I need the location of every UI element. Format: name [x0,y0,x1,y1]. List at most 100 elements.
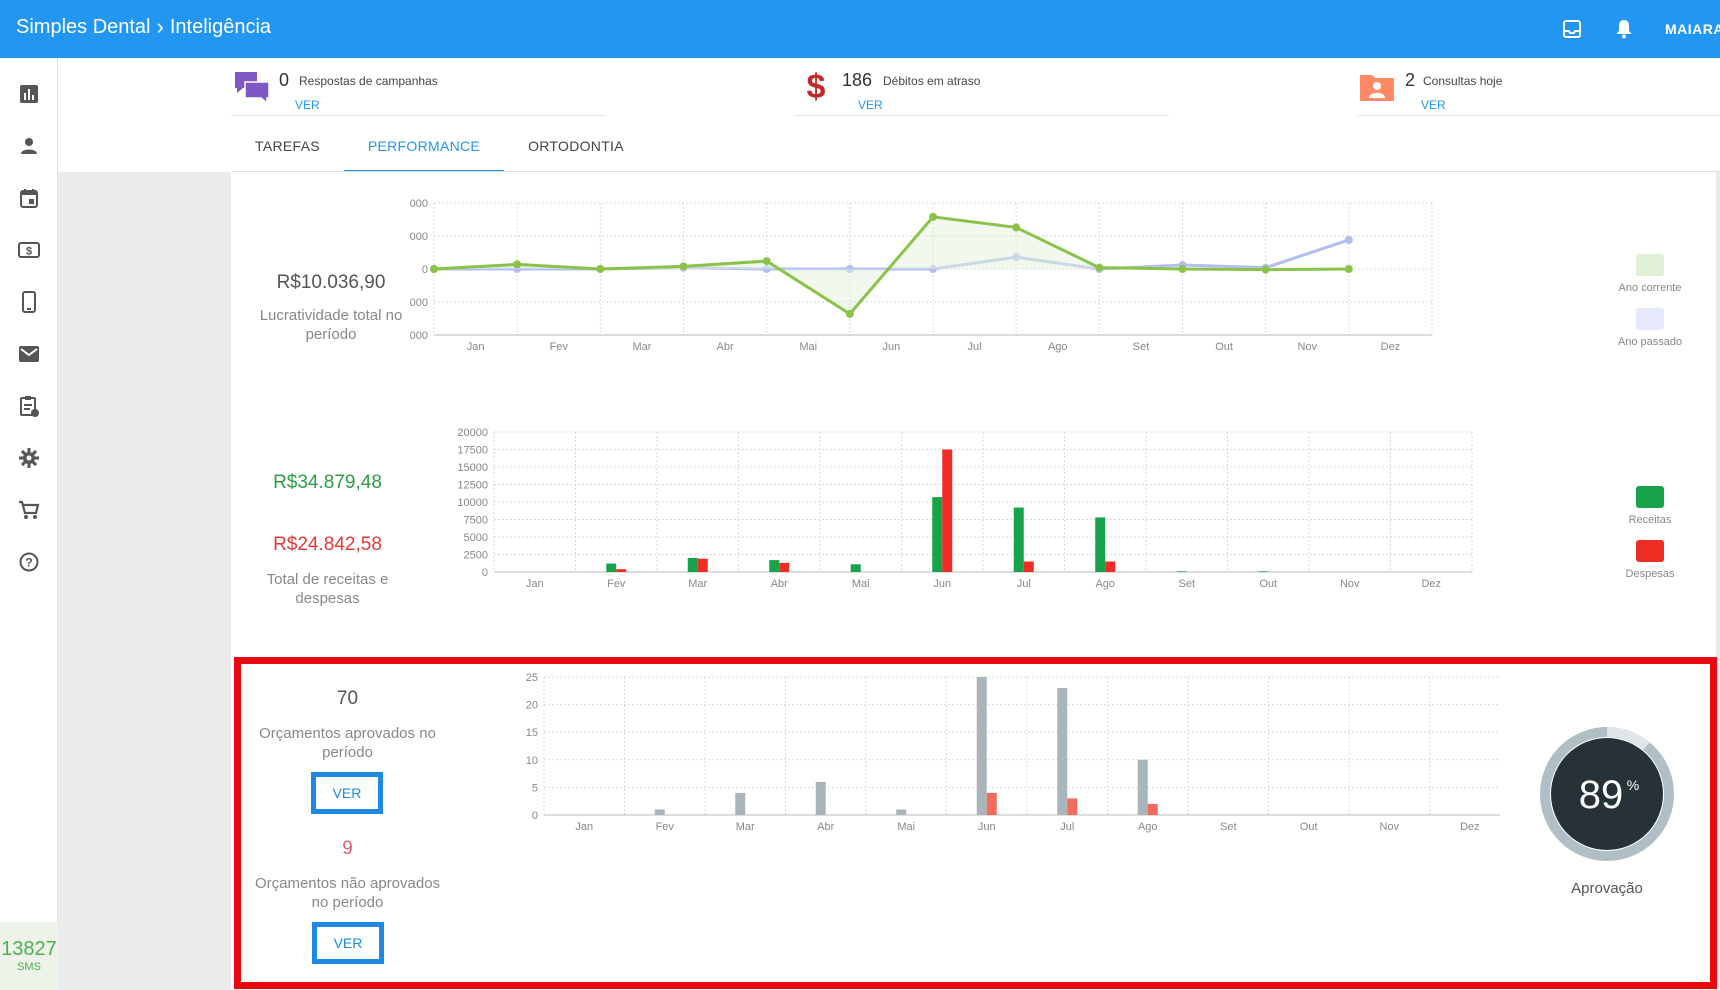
bar [850,564,861,572]
bar [606,563,617,572]
y-tick-label: 0 [422,264,428,276]
y-tick-label: 12500 [457,480,488,492]
help-icon[interactable]: ? [0,536,58,588]
bar [976,677,987,815]
tab-ortodontia[interactable]: ORTODONTIA [528,138,624,154]
x-tick-label: Out [1300,821,1318,833]
mail-icon[interactable] [0,328,58,380]
left-gutter [58,172,231,990]
x-tick-label: Nov [1297,341,1317,353]
x-tick-label: Jun [883,341,901,353]
y-tick-label: 15 [526,727,538,739]
cart-icon[interactable] [0,484,58,536]
dollar-icon: $ [804,66,828,111]
receitas-total: R$34.879,48 [273,472,382,493]
chart-icon[interactable] [0,68,58,120]
profit-line-chart: 10000 5000 0 -5000 -10000 Jan Fev Mar Abr Mai Jun J… [410,198,1433,353]
top-bar: Simples Dental › Inteligência MAIARA [0,0,1720,58]
user-menu[interactable]: MAIARA [1665,21,1720,37]
bar [697,558,708,572]
approval-gauge: 89 % [1537,724,1677,864]
chat-icon [233,70,271,109]
y-tick-label: 15000 [457,462,488,474]
summary-campaigns: 0 Respostas de campanhas VER [231,58,606,116]
bar [815,781,826,815]
data-point [513,260,522,269]
sms-counter: 13827 SMS [0,922,58,990]
x-tick-label: Fev [656,821,675,833]
legend-receitas: Receitas [1600,486,1700,526]
x-tick-label: Dez [1421,578,1441,590]
approved-stat: 70 Orçamentos aprovados no período [245,688,450,762]
tab-performance[interactable]: PERFORMANCE [343,125,505,172]
bar [1258,571,1269,572]
gear-icon[interactable] [0,432,58,484]
bar [986,792,997,815]
bar [896,809,907,815]
legend-swatch [1636,308,1664,330]
approval-percent-symbol: % [1627,777,1639,793]
breadcrumb-app[interactable]: Simples Dental [16,15,151,38]
y-tick-label: 0 [532,810,538,822]
bar [779,562,790,572]
approval-label: Aprovação [1571,880,1643,897]
x-tick-label: Jan [575,821,593,833]
y-tick-label: 20 [526,700,538,712]
y-tick-label: 20000 [457,427,488,439]
data-point [762,257,771,266]
bar [932,497,943,572]
tab-tarefas[interactable]: TAREFAS [255,138,320,154]
right-gutter [1716,172,1720,990]
x-tick-label: Abr [817,821,834,833]
not-approved-count: 9 [342,838,353,859]
bar [1176,571,1187,572]
summary-value: 2 [1405,70,1416,90]
inbox-icon[interactable] [1561,18,1583,40]
gauge-arc [1540,727,1674,861]
approved-label: Orçamentos aprovados no período [259,725,436,761]
y-tick-label: 2500 [464,550,488,562]
x-tick-label: Abr [771,578,788,590]
calendar-icon[interactable] [0,172,58,224]
revenue-stat: R$34.879,48 R$24.842,58 Total de receita… [240,472,415,608]
ver-debts-link[interactable]: VER [858,98,883,112]
data-point [430,265,438,273]
x-tick-label: Fev [550,341,569,353]
x-tick-label: Mar [632,341,651,353]
money-icon[interactable]: $ [0,224,58,276]
profit-value: R$10.036,90 [276,272,386,293]
ver-appointments-link[interactable]: VER [1421,98,1446,112]
summary-value: 186 [842,70,873,90]
x-tick-label: Jun [933,578,951,590]
data-point [1344,235,1353,244]
not-approved-label: Orçamentos não aprovados no período [254,875,441,911]
legend-current-year: Ano corrente [1600,254,1700,294]
bell-icon[interactable] [1613,18,1635,40]
person-icon[interactable] [0,120,58,172]
breadcrumb-section: Inteligência [169,15,272,38]
sms-label: SMS [17,961,41,973]
x-tick-label: Ago [1138,821,1158,833]
legend-label: Despesas [1625,568,1675,580]
x-tick-label: Ago [1095,578,1115,590]
legend-swatch [1636,254,1664,276]
legend-swatch [1636,540,1664,562]
phone-icon[interactable] [0,276,58,328]
svg-text:$: $ [807,68,826,106]
ver-approved-button[interactable]: VER [311,772,383,814]
bar [1013,507,1024,572]
legend-label: Ano corrente [1618,282,1682,294]
bar [616,569,627,572]
bar [942,449,953,572]
bar [1137,759,1148,815]
ver-not-approved-button[interactable]: VER [312,922,384,964]
clipboard-icon[interactable] [0,380,58,432]
sms-count: 13827 [1,938,57,960]
ver-campaigns-link[interactable]: VER [295,98,320,112]
legend-label: Receitas [1628,514,1672,526]
summary-appointments: 2 Consultas hoje VER [1357,58,1720,116]
bar [687,558,698,572]
summary-debts: $ 186 Débitos em atraso VER [794,58,1169,116]
bar [1023,561,1034,572]
legend-swatch [1636,486,1664,508]
